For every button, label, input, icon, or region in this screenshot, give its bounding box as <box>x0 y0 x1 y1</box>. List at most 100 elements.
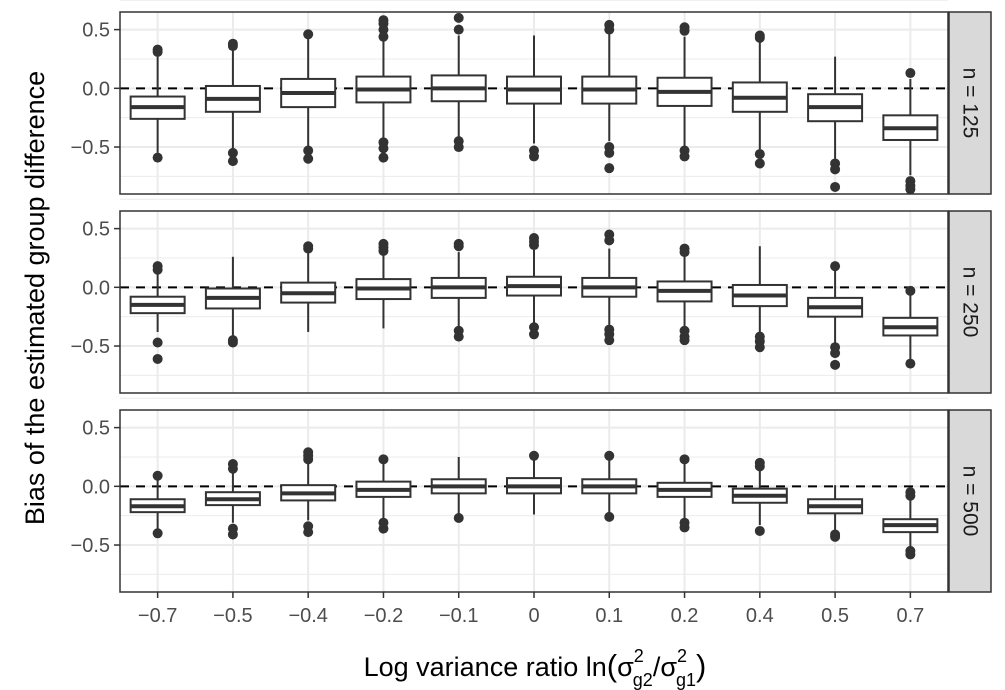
outlier-point <box>453 513 464 524</box>
box-7 <box>581 229 638 346</box>
outlier-point <box>378 31 389 42</box>
panel-3: −0.5 0.0 0.5 n = 500 <box>71 397 992 593</box>
outlier-point <box>227 41 238 52</box>
x-axis-title-sub-num: g2 <box>633 670 653 690</box>
outlier-point <box>303 454 314 465</box>
x-tick-label: 0.4 <box>746 605 774 627</box>
facet-strip-label: n = 125 <box>959 68 982 139</box>
box-4 <box>355 238 412 329</box>
box-4 <box>355 15 412 163</box>
outlier-point <box>604 335 615 346</box>
box-8 <box>656 243 713 346</box>
y-tick-label: 0.5 <box>82 219 110 241</box>
y-tick-label: 0.0 <box>82 78 110 100</box>
outlier-point <box>679 522 690 533</box>
outlier-point <box>830 531 841 542</box>
x-axis-title-sub-den: g1 <box>676 670 696 690</box>
box-6 <box>506 35 562 162</box>
outlier-point <box>303 243 314 254</box>
outlier-point <box>529 450 539 461</box>
outlier-point <box>604 147 615 158</box>
y-tick-label: −0.5 <box>71 137 110 159</box>
x-tick-label: 0 <box>528 605 539 627</box>
outlier-point <box>754 32 765 43</box>
box-4 <box>355 454 412 534</box>
x-tick-label: −0.5 <box>213 605 252 627</box>
outlier-point <box>227 156 238 167</box>
outlier-point <box>378 245 389 256</box>
outlier-point <box>604 450 615 461</box>
x-axis-title-sup-num: 2 <box>634 646 644 666</box>
outlier-point <box>604 235 615 246</box>
panel-border <box>119 11 949 195</box>
y-axis-title: Bias of the estimated group difference <box>20 71 50 525</box>
outlier-point <box>679 151 690 162</box>
x-axis-title-sup-den: 2 <box>677 646 687 666</box>
outlier-point <box>754 525 765 536</box>
y-tick-label: −0.5 <box>71 336 110 358</box>
box-8 <box>656 454 713 533</box>
outlier-point <box>152 264 163 275</box>
panel-1: −0.5 0.0 0.5 n = 125 <box>71 0 992 195</box>
panel-2: −0.5 0.0 0.5 n = 250 <box>71 198 992 394</box>
facet-strip-label: n = 250 <box>959 267 982 338</box>
box-5 <box>430 12 487 153</box>
x-tick-label: 0.7 <box>896 605 924 627</box>
outlier-point <box>453 241 464 252</box>
x-tick-label: −0.2 <box>364 605 403 627</box>
outlier-point <box>830 359 841 370</box>
outlier-point <box>152 470 163 481</box>
outlier-point <box>152 353 163 364</box>
box-1 <box>129 44 186 163</box>
outlier-point <box>905 184 916 195</box>
box-6 <box>506 233 562 340</box>
outlier-point <box>905 549 916 560</box>
outlier-point <box>604 511 615 522</box>
box-10 <box>807 56 864 192</box>
y-tick-label: 0.0 <box>82 277 110 299</box>
facet-strip-label: n = 500 <box>959 466 982 537</box>
box-5 <box>430 456 487 524</box>
box-8 <box>656 22 713 162</box>
outlier-point <box>679 247 690 258</box>
outlier-point <box>303 145 314 156</box>
box-6 <box>506 450 562 515</box>
x-axis-title-sigma-num: σ <box>617 652 634 682</box>
facet-strip <box>948 210 992 394</box>
box-11 <box>882 487 939 560</box>
box-9 <box>731 457 788 536</box>
outlier-point <box>679 454 690 465</box>
box-11 <box>882 285 939 369</box>
box-5 <box>430 238 487 342</box>
y-tick-label: 0.5 <box>82 418 110 440</box>
outlier-point <box>303 29 314 40</box>
outlier-point <box>227 463 238 474</box>
outlier-point <box>754 158 765 169</box>
x-tick-label: −0.1 <box>439 605 478 627</box>
outlier-point <box>529 329 539 340</box>
facet-strip <box>948 11 992 195</box>
outlier-point <box>830 261 841 272</box>
outlier-point <box>227 337 238 348</box>
outlier-point <box>529 322 539 333</box>
outlier-point <box>529 151 539 162</box>
outlier-point <box>152 528 163 539</box>
x-tick-label: 0.2 <box>671 605 699 627</box>
x-axis-title-main: Log variance ratio ln <box>364 652 607 682</box>
box-2 <box>204 38 261 167</box>
outlier-point <box>604 24 615 35</box>
box-1 <box>129 261 186 364</box>
outlier-point <box>227 147 238 158</box>
box-3 <box>280 447 337 538</box>
outlier-point <box>378 152 389 163</box>
box-9 <box>731 246 788 353</box>
outlier-point <box>754 342 765 353</box>
box-3 <box>280 241 337 332</box>
outlier-point <box>152 152 163 163</box>
outlier-point <box>679 25 690 36</box>
outlier-point <box>378 143 389 154</box>
box-11 <box>882 68 939 195</box>
outlier-point <box>905 358 916 369</box>
x-axis: −0.7 −0.5 −0.4 −0.2 −0.1 0 0.1 0.2 0.4 0.5 0.7 <box>138 592 924 627</box>
